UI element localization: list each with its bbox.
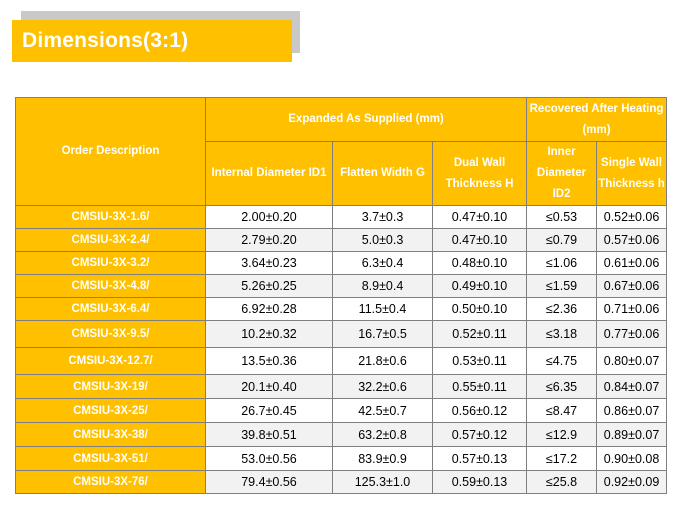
value-cell-h-dual: 0.47±0.10	[431, 228, 528, 252]
table-row: CMSIU-3X-1.6/2.00±0.20 3.7±0.3 0.47±0.10 ≤0…	[15, 205, 668, 229]
value-cell-h-dual: 0.57±0.12	[431, 422, 528, 447]
table-row: CMSIU-3X-2.4/2.79±0.20 5.0±0.3 0.47±0.10 ≤0…	[15, 228, 668, 252]
value-cell-id1: 3.64±0.23	[205, 251, 333, 275]
value-cell-g: 11.5±0.4	[332, 297, 433, 321]
value-cell-h-single: 0.77±0.06	[596, 320, 668, 348]
value-cell-id1: 2.00±0.20	[205, 205, 333, 229]
value-cell-h-dual: 0.52±0.11	[431, 320, 528, 348]
value-cell-g: 21.8±0.6	[332, 347, 433, 375]
value-cell-id2: ≤25.8	[526, 470, 598, 494]
value-cell-g: 8.9±0.4	[332, 274, 433, 298]
value-cell-id1: 5.26±0.25	[205, 274, 333, 298]
order-description-cell: CMSIU-3X-76/	[15, 470, 206, 494]
table-row: CMSIU-3X-12.7/13.5±0.36 21.8±0.6 0.53±0.11…	[15, 347, 668, 375]
value-cell-h-dual: 0.53±0.11	[431, 347, 528, 375]
value-cell-h-single: 0.89±0.07	[596, 422, 668, 447]
value-cell-g: 16.7±0.5	[332, 320, 433, 348]
value-cell-id2: ≤1.59	[526, 274, 598, 298]
value-cell-h-single: 0.80±0.07	[596, 347, 668, 375]
value-cell-h-dual: 0.48±0.10	[431, 251, 528, 275]
value-cell-h-single: 0.90±0.08	[596, 446, 668, 471]
value-cell-h-dual: 0.49±0.10	[431, 274, 528, 298]
order-description-cell: CMSIU-3X-1.6/	[15, 205, 206, 229]
value-cell-id1: 26.7±0.45	[205, 398, 333, 423]
table-row: CMSIU-3X-4.8/5.26±0.25 8.9±0.4 0.49±0.10 ≤1…	[15, 274, 668, 298]
value-cell-h-dual: 0.57±0.13	[431, 446, 528, 471]
value-cell-g: 42.5±0.7	[332, 398, 433, 423]
value-cell-id2: ≤2.36	[526, 297, 598, 321]
order-description-cell: CMSIU-3X-19/	[15, 374, 206, 399]
header-recovered-group: Recovered After Heating (mm)	[526, 97, 668, 142]
order-description-cell: CMSIU-3X-3.2/	[15, 251, 206, 275]
table-row: CMSIU-3X-9.5/10.2±0.32 16.7±0.5 0.52±0.11 ≤…	[15, 320, 668, 348]
value-cell-id1: 53.0±0.56	[205, 446, 333, 471]
value-cell-id2: ≤4.75	[526, 347, 598, 375]
value-cell-h-single: 0.61±0.06	[596, 251, 668, 275]
value-cell-id1: 2.79±0.20	[205, 228, 333, 252]
title-banner: Dimensions(3:1)	[12, 20, 292, 62]
value-cell-id1: 10.2±0.32	[205, 320, 333, 348]
value-cell-g: 3.7±0.3	[332, 205, 433, 229]
value-cell-id1: 20.1±0.40	[205, 374, 333, 399]
value-cell-h-single: 0.57±0.06	[596, 228, 668, 252]
value-cell-g: 5.0±0.3	[332, 228, 433, 252]
table-row: CMSIU-3X-6.4/6.92±0.28 11.5±0.4 0.50±0.10 ≤…	[15, 297, 668, 321]
value-cell-g: 125.3±1.0	[332, 470, 433, 494]
value-cell-id2: ≤6.35	[526, 374, 598, 399]
order-description-cell: CMSIU-3X-51/	[15, 446, 206, 471]
value-cell-g: 6.3±0.4	[332, 251, 433, 275]
table-row: CMSIU-3X-25/26.7±0.45 42.5±0.7 0.56±0.12 ≤8…	[15, 398, 668, 423]
page-title: Dimensions(3:1)	[22, 29, 189, 52]
header-expanded-group: Expanded As Supplied (mm)	[204, 97, 528, 142]
order-description-cell: CMSIU-3X-2.4/	[15, 228, 206, 252]
value-cell-id2: ≤1.06	[526, 251, 598, 275]
table-row: CMSIU-3X-38/39.8±0.51 63.2±0.8 0.57±0.12 ≤1…	[15, 422, 668, 447]
value-cell-id2: ≤3.18	[526, 320, 598, 348]
value-cell-id1: 39.8±0.51	[205, 422, 333, 447]
header-internal-diameter: Internal Diameter ID1	[205, 141, 333, 206]
table-row: CMSIU-3X-51/53.0±0.56 83.9±0.9 0.57±0.13 ≤1…	[15, 446, 668, 471]
value-cell-id1: 6.92±0.28	[205, 297, 333, 321]
order-description-cell: CMSIU-3X-9.5/	[15, 320, 206, 348]
value-cell-h-dual: 0.50±0.10	[431, 297, 528, 321]
value-cell-h-single: 0.52±0.06	[596, 205, 668, 229]
value-cell-id2: ≤17.2	[526, 446, 598, 471]
table-row: CMSIU-3X-3.2/3.64±0.23 6.3±0.4 0.48±0.10 ≤1…	[15, 251, 668, 275]
table-row: CMSIU-3X-76/79.4±0.56 125.3±1.0 0.59±0.13 ≤…	[15, 470, 668, 494]
table-body: CMSIU-3X-1.6/2.00±0.20 3.7±0.3 0.47±0.10 ≤0…	[15, 205, 668, 494]
value-cell-id2: ≤12.9	[526, 422, 598, 447]
order-description-cell: CMSIU-3X-12.7/	[15, 347, 206, 375]
header-inner-diameter: Inner Diameter ID2	[526, 141, 598, 206]
order-description-cell: CMSIU-3X-4.8/	[15, 274, 206, 298]
header-flatten-width: Flatten Width G	[332, 141, 433, 206]
dimensions-table: Order Description Expanded As Supplied (…	[15, 97, 668, 494]
value-cell-h-single: 0.84±0.07	[596, 374, 668, 399]
value-cell-h-single: 0.71±0.06	[596, 297, 668, 321]
value-cell-id1: 13.5±0.36	[205, 347, 333, 375]
value-cell-h-dual: 0.56±0.12	[431, 398, 528, 423]
header-single-wall: Single Wall Thickness h	[596, 141, 668, 206]
value-cell-id2: ≤0.79	[526, 228, 598, 252]
value-cell-h-dual: 0.55±0.11	[431, 374, 528, 399]
value-cell-g: 32.2±0.6	[332, 374, 433, 399]
order-description-cell: CMSIU-3X-38/	[15, 422, 206, 447]
value-cell-h-single: 0.67±0.06	[596, 274, 668, 298]
value-cell-id2: ≤0.53	[526, 205, 598, 229]
value-cell-id1: 79.4±0.56	[205, 470, 333, 494]
value-cell-id2: ≤8.47	[526, 398, 598, 423]
value-cell-g: 83.9±0.9	[332, 446, 433, 471]
order-description-cell: CMSIU-3X-6.4/	[15, 297, 206, 321]
value-cell-h-dual: 0.47±0.10	[431, 205, 528, 229]
value-cell-h-single: 0.86±0.07	[596, 398, 668, 423]
value-cell-g: 63.2±0.8	[332, 422, 433, 447]
order-description-cell: CMSIU-3X-25/	[15, 398, 206, 423]
value-cell-h-dual: 0.59±0.13	[431, 470, 528, 494]
header-dual-wall: Dual Wall Thickness H	[431, 141, 528, 206]
table-row: CMSIU-3X-19/20.1±0.40 32.2±0.6 0.55±0.11 ≤6…	[15, 374, 668, 399]
header-order-description: Order Description	[15, 97, 206, 206]
value-cell-h-single: 0.92±0.09	[596, 470, 668, 494]
